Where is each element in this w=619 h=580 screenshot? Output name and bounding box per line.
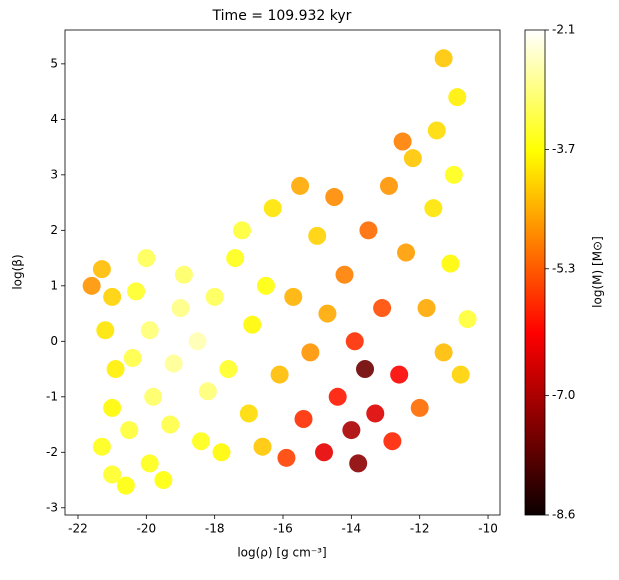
point	[103, 398, 122, 417]
colorbar	[524, 29, 546, 516]
x-tick-label: -10	[478, 522, 498, 536]
point	[328, 387, 347, 406]
point	[427, 121, 446, 140]
points	[82, 49, 477, 495]
y-tick-label: 3	[50, 167, 58, 181]
point	[96, 321, 115, 340]
point	[103, 287, 122, 306]
point	[92, 260, 111, 279]
colorbar-tick-label: -3.7	[552, 142, 575, 156]
point	[349, 454, 368, 473]
point	[318, 304, 337, 323]
y-tick-label: 1	[50, 278, 58, 292]
x-axis-label: log(ρ) [g cm⁻³]	[237, 546, 326, 560]
colorbar-tick-label: -8.6	[552, 508, 575, 522]
x-tick-label: -22	[68, 522, 88, 536]
colorbar-tick-label: -2.1	[552, 23, 575, 37]
point	[458, 310, 477, 329]
point	[198, 382, 217, 401]
point	[390, 365, 409, 384]
point	[383, 432, 402, 451]
point	[301, 343, 320, 362]
point	[356, 360, 375, 379]
x-tick-label: -14	[342, 522, 362, 536]
point	[219, 360, 238, 379]
point	[212, 443, 231, 462]
point	[373, 299, 392, 318]
y-tick-label: 5	[50, 56, 58, 70]
point	[315, 443, 334, 462]
y-axis-label: log(β)	[11, 254, 25, 289]
point	[82, 276, 101, 295]
point	[393, 132, 412, 151]
point	[154, 471, 173, 490]
point	[444, 165, 463, 184]
point	[106, 360, 125, 379]
colorbar-tick-label: -7.0	[552, 388, 575, 402]
point	[140, 454, 159, 473]
point	[192, 432, 211, 451]
point	[335, 265, 354, 284]
point	[161, 415, 180, 434]
point	[164, 354, 183, 373]
point	[256, 276, 275, 295]
chart-title: Time = 109.932 kyr	[212, 8, 352, 24]
y-tick-label: -3	[46, 500, 58, 514]
point	[140, 321, 159, 340]
plot-frame	[64, 29, 501, 516]
point	[424, 199, 443, 218]
x-tick-label: -16	[273, 522, 293, 536]
x-tick-label: -18	[205, 522, 225, 536]
point	[103, 465, 122, 484]
point	[308, 226, 327, 245]
x-tick-label: -20	[137, 522, 157, 536]
point	[451, 365, 470, 384]
point	[294, 409, 313, 428]
y-tick-label: 4	[50, 112, 58, 126]
point	[233, 221, 252, 240]
point	[403, 149, 422, 168]
point	[243, 315, 262, 334]
point	[270, 365, 289, 384]
point	[342, 421, 361, 440]
point	[263, 199, 282, 218]
y-tick-label: 0	[50, 334, 58, 348]
y-tick-label: -1	[46, 389, 58, 403]
y-tick-label: -2	[46, 445, 58, 459]
point	[123, 348, 142, 367]
point	[291, 176, 310, 195]
point	[116, 476, 135, 495]
point	[359, 221, 378, 240]
point	[171, 299, 190, 318]
point	[417, 299, 436, 318]
point	[345, 332, 364, 351]
point	[434, 343, 453, 362]
point	[226, 249, 245, 268]
y-tick-label: 2	[50, 223, 58, 237]
point	[239, 404, 258, 423]
point	[379, 176, 398, 195]
colorbar-label: log(M) [M⊙]	[591, 236, 605, 308]
point	[144, 387, 163, 406]
point	[410, 398, 429, 417]
point	[188, 332, 207, 351]
point	[137, 249, 156, 268]
point	[127, 282, 146, 301]
point	[92, 437, 111, 456]
point	[174, 265, 193, 284]
x-tick-label: -12	[410, 522, 430, 536]
point	[284, 287, 303, 306]
point	[441, 254, 460, 273]
point	[325, 188, 344, 207]
point	[205, 287, 224, 306]
point	[120, 421, 139, 440]
point	[397, 243, 416, 262]
colorbar-tick-label: -5.3	[552, 261, 575, 275]
point	[434, 49, 453, 68]
point	[277, 448, 296, 467]
point	[366, 404, 385, 423]
point	[448, 88, 467, 107]
point	[253, 437, 272, 456]
